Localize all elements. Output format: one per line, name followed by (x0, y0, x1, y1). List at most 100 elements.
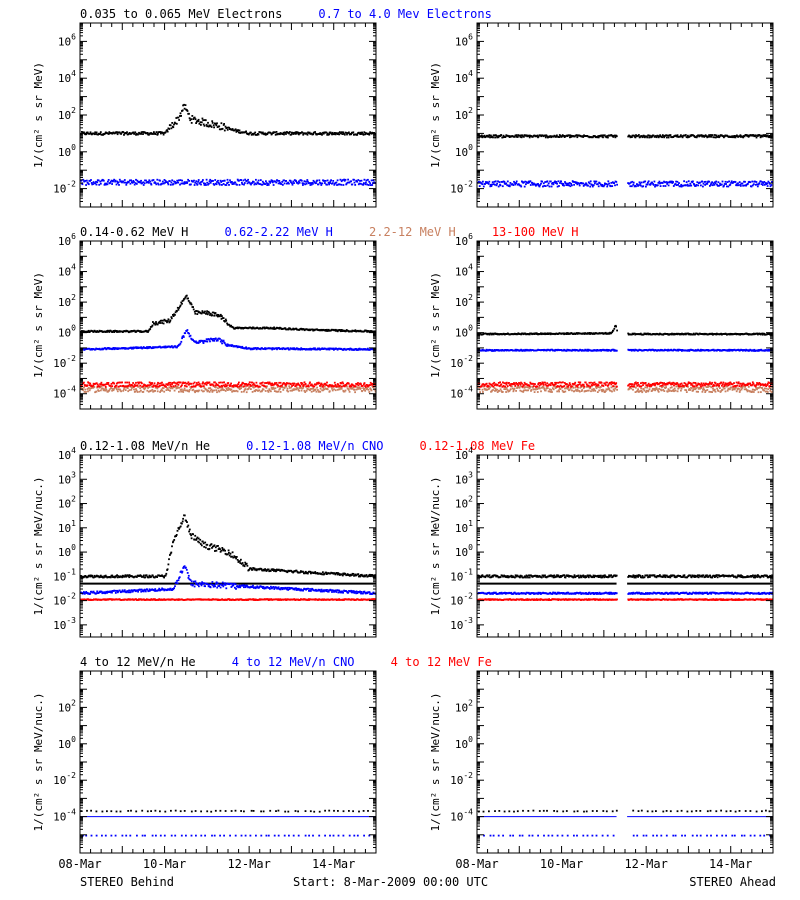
panel-1-ahead-series-0-point (764, 333, 767, 336)
panel-0-ahead-series-1-point (680, 183, 683, 186)
panel-0-ahead-series-1-point (771, 181, 773, 183)
panel-0-behind-series-1-point (181, 179, 183, 182)
panel-0-behind-series-1-point (203, 184, 206, 186)
panel-0-ahead-series-0-point (502, 134, 505, 137)
panel-1-ahead-series-1-point (720, 349, 723, 352)
panel-1-behind-series-1-point (292, 348, 295, 351)
panel-0-behind-series-1-point (321, 182, 324, 185)
panel-0-ahead-series-0-point (515, 134, 518, 136)
panel-0-behind-series-1-point (197, 179, 200, 181)
panel-0-ahead-series-1-point (726, 181, 729, 183)
panel-0-behind-series-0-point (170, 127, 173, 130)
panel-1-behind-series-0-point (181, 300, 184, 302)
panel-0-behind-series-0-point (302, 132, 305, 135)
panel-0-ahead-series-1-point (735, 184, 737, 187)
panel-1-behind-series-3-point (283, 382, 285, 384)
panel-0-ahead-series-1-point (640, 181, 643, 184)
panel-0-behind-series-1-point (116, 180, 118, 183)
panel-0-behind-series-1-point (201, 180, 204, 183)
panel-0-ahead-series-1-point (715, 180, 718, 183)
panel-0-behind-series-1-point (123, 181, 126, 184)
panel-0-behind-series-0-point (257, 133, 260, 136)
panel-0-behind-series-1-point (255, 178, 257, 181)
panel-1-behind-series-2-point (137, 385, 140, 388)
panel-1-behind-series-3-point (238, 385, 241, 388)
panel-1-behind-series-0-point (174, 314, 176, 316)
panel-0-ahead-series-1-point (503, 181, 506, 183)
panel-1-behind-series-2-point (187, 390, 189, 393)
panel-0-ahead-series-0-point (568, 134, 570, 137)
panel-1-behind-series-1-point (205, 340, 207, 343)
panel-0-behind-series-0-point (266, 133, 269, 136)
panel-0-behind-series-0-point (222, 124, 225, 126)
panel-0-behind-series-1-point (219, 179, 222, 182)
panel-0-ahead-series-1-point (539, 184, 541, 186)
panel-1-behind-series-0-point (200, 312, 203, 315)
panel-0-ahead-series-0-point (549, 135, 552, 138)
panel-1-behind-series-2-point (244, 388, 247, 390)
panel-0-ahead-series-1-point (537, 183, 539, 185)
panel-1-behind-series-2-point (122, 389, 125, 392)
panel-0-ahead-series-0-point (658, 135, 660, 138)
panel-1-behind-series-3-point (167, 384, 169, 386)
panel-1-ahead-series-0-point (549, 332, 551, 335)
panel-1-behind-series-3-point (139, 384, 142, 387)
panel-0-behind-series-1-point (347, 178, 349, 181)
panel-0-behind-series-1-point (247, 178, 249, 181)
panel-1-behind-series-1-point (312, 347, 315, 350)
panel-0-behind-series-1-point (351, 183, 354, 186)
panel-1-behind-series-3-point (224, 383, 227, 386)
panel-0-ahead-series-0-point (718, 135, 721, 138)
panel-1-behind-series-3-point (212, 384, 215, 387)
panel-0-behind-series-0-point (314, 131, 316, 133)
panel-0-behind-series-1-point (319, 181, 321, 184)
panel-1-ahead-series-1-point (585, 349, 588, 352)
panel-0-behind-series-1-point (278, 180, 281, 182)
panel-1-behind-series-0-point (213, 314, 216, 317)
panel-1-behind-series-3-point (202, 381, 204, 384)
panel-0-ahead-series-1-point (647, 180, 650, 183)
panel-0-behind-series-0-point (209, 124, 212, 127)
panel-1-ahead-series-1-point (715, 349, 718, 352)
panel-0-ahead-series-0-point (607, 136, 609, 139)
panel-1-behind-series-0-point (323, 329, 326, 332)
panel-0-behind-series-1-point (143, 182, 146, 185)
panel-1-behind-series-1-point (202, 342, 205, 344)
panel-0-ahead-series-1-point (603, 184, 606, 187)
panel-0-ahead-series-1-point (664, 185, 667, 187)
panel-0-ahead-series-0-point (694, 136, 697, 139)
panel-0-ahead-series-1-point (596, 183, 599, 186)
panel-0-behind-series-1-point (139, 181, 142, 184)
panel-1-behind-series-0-point (216, 313, 219, 316)
panel-1-behind-series-2-point (240, 391, 243, 393)
panel-1-behind-series-2-point (99, 386, 102, 389)
panel-1-behind-series-2-point (221, 387, 224, 390)
panel-1-behind-series-1-point (204, 340, 206, 343)
panel-0-ahead-series-1-point (613, 182, 615, 184)
panel-1-behind-series-2-point (289, 389, 292, 392)
panel-0-ahead-series-1-point (550, 185, 553, 188)
panel-0-ahead-series-1-point (554, 182, 557, 184)
panel-0-behind-series-0-point (108, 131, 111, 133)
panel-1-behind-series-3-point (329, 384, 332, 387)
panel-0-behind-series-1-point (306, 179, 309, 181)
panel-1-behind-series-0-point (92, 331, 95, 333)
panel-1-behind-series-3-point (121, 381, 123, 384)
panel-0-behind-series-0-point (349, 133, 351, 135)
panel-0-behind-series-0-point (288, 132, 290, 135)
panel-0-behind-series-0-point (326, 133, 329, 136)
panel-0-behind-series-1-point (162, 182, 165, 185)
panel-0-ahead-series-0-point (680, 135, 683, 138)
panel-0-ahead-series-1-point (556, 185, 559, 188)
panel-0-ahead-series-1-point (512, 184, 515, 186)
panel-1-behind-series-1-point (151, 347, 153, 349)
panel-1-behind-series-1-point (255, 348, 258, 351)
panel-0-ahead-series-0-point (561, 135, 563, 138)
panel-0-behind-series-0-point (343, 133, 346, 136)
panel-1-behind-series-3-point (165, 385, 167, 388)
panel-1-behind-series-1-point (219, 340, 222, 343)
panel-0-ahead-series-1-point (544, 181, 547, 183)
panel-1-behind-series-2-point (215, 389, 218, 392)
panel-0-behind-series-1-point (213, 184, 216, 186)
panel-1-behind-series-1-point (327, 347, 330, 350)
